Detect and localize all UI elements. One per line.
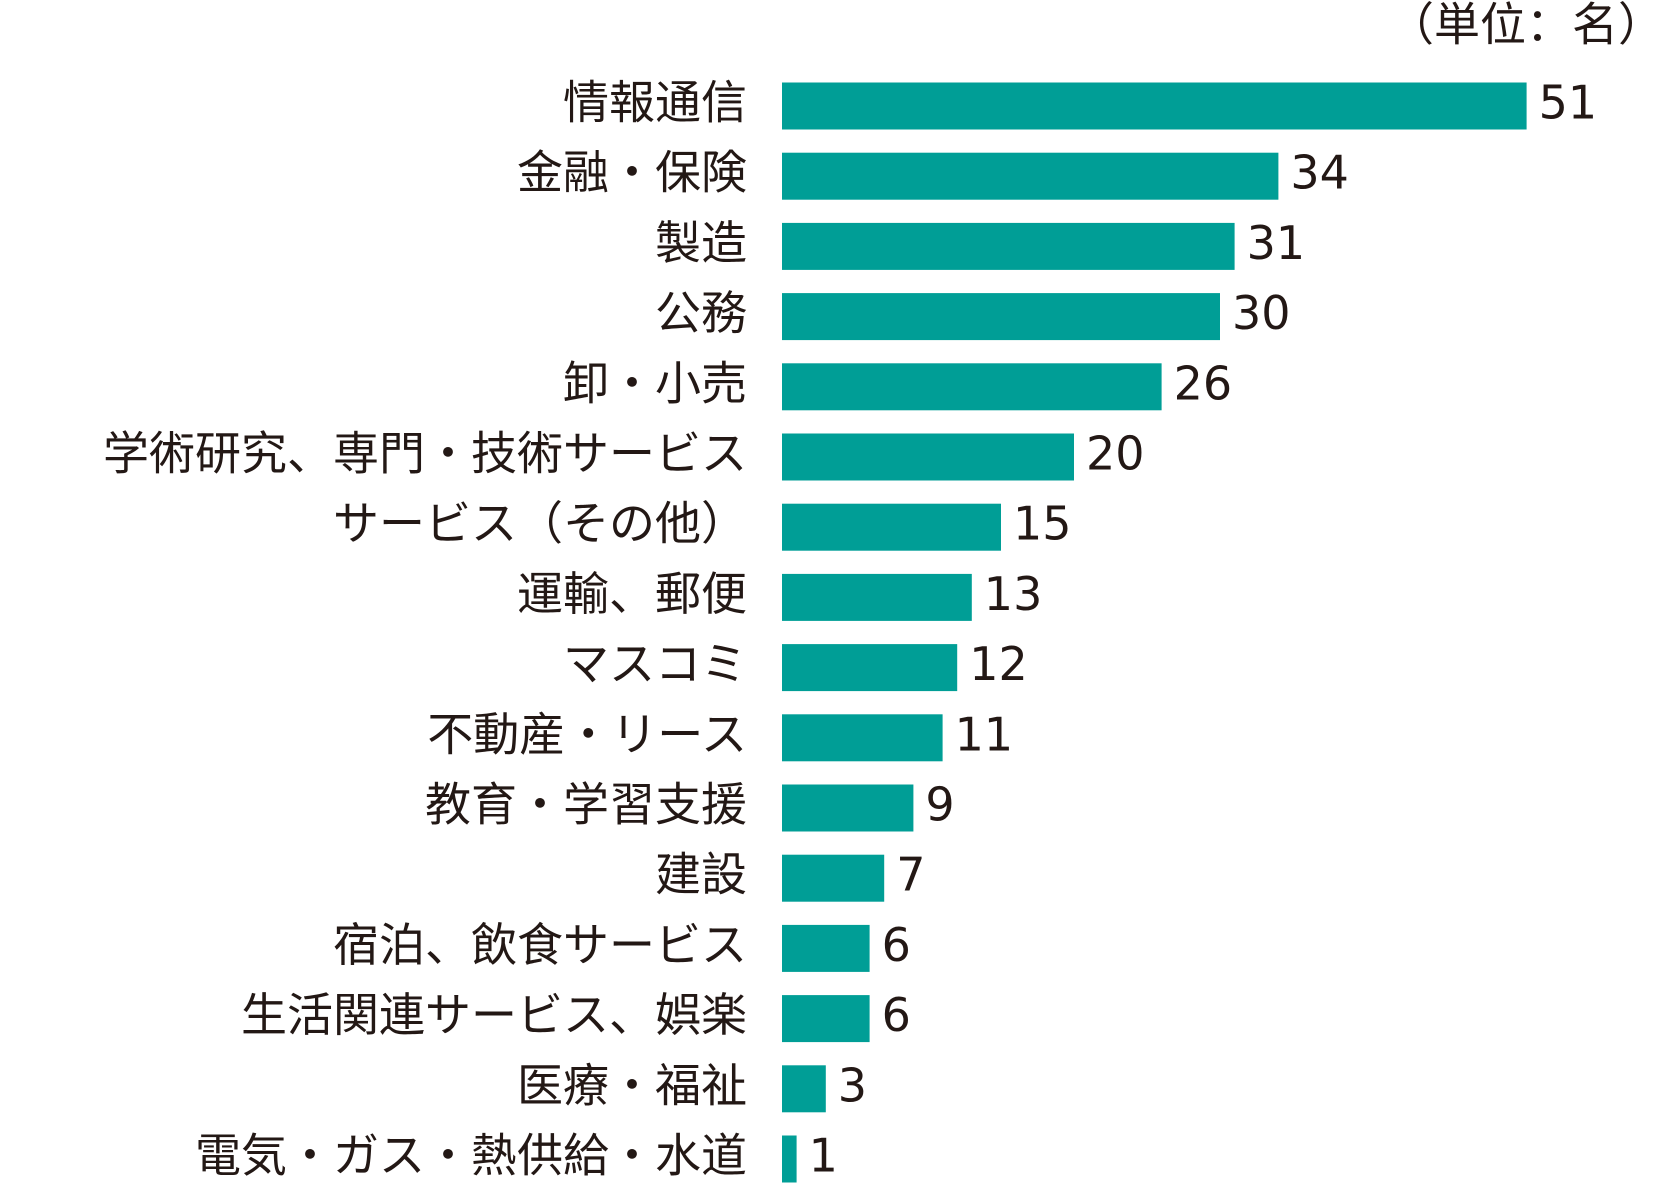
value-label: 20 <box>1086 427 1145 481</box>
bar <box>782 222 1235 270</box>
bar <box>782 1065 826 1113</box>
bar <box>782 784 914 832</box>
category-label: 運輸、郵便 <box>517 567 747 621</box>
bar <box>782 573 972 621</box>
bar <box>782 995 870 1043</box>
category-label: 学術研究、専門・技術サービス <box>103 427 747 481</box>
category-label: 建設 <box>655 848 747 902</box>
category-label: サービス（その他） <box>333 497 747 551</box>
value-label: 15 <box>1013 497 1072 551</box>
category-label: 情報通信 <box>563 76 747 130</box>
category-label: 生活関連サービス、娯楽 <box>241 988 747 1042</box>
category-label: 宿泊、飲食サービス <box>333 918 747 972</box>
bar <box>782 293 1220 341</box>
category-label: 卸・小売 <box>563 356 747 410</box>
value-label: 9 <box>925 778 954 832</box>
value-label: 6 <box>882 918 911 972</box>
category-label: 製造 <box>655 216 747 270</box>
category-label: 医療・福祉 <box>517 1058 747 1112</box>
bar <box>782 854 885 902</box>
bar <box>782 714 943 762</box>
bar <box>782 433 1074 481</box>
value-label: 3 <box>838 1058 867 1112</box>
value-label: 13 <box>984 567 1043 621</box>
value-label: 26 <box>1174 356 1233 410</box>
value-label: 34 <box>1290 146 1349 200</box>
bar <box>782 924 870 972</box>
bar <box>782 644 958 692</box>
category-label: マスコミ <box>563 637 747 691</box>
category-label: 公務 <box>655 286 747 340</box>
unit-label: （単位：名） <box>1388 0 1664 52</box>
category-label: 電気・ガス・熱供給・水道 <box>195 1129 747 1183</box>
bar <box>782 1135 797 1183</box>
value-label: 1 <box>809 1129 838 1183</box>
bar <box>782 82 1527 130</box>
value-label: 6 <box>882 988 911 1042</box>
value-label: 31 <box>1247 216 1306 270</box>
value-label: 11 <box>955 707 1014 761</box>
value-label: 7 <box>896 848 925 902</box>
category-label: 金融・保険 <box>517 146 747 200</box>
bar <box>782 503 1001 551</box>
value-label: 12 <box>969 637 1028 691</box>
value-label: 30 <box>1232 286 1291 340</box>
category-label: 教育・学習支援 <box>425 778 747 832</box>
bar <box>782 363 1162 411</box>
category-label: 不動産・リース <box>427 707 747 761</box>
value-label: 51 <box>1539 76 1598 130</box>
bar <box>782 152 1279 200</box>
